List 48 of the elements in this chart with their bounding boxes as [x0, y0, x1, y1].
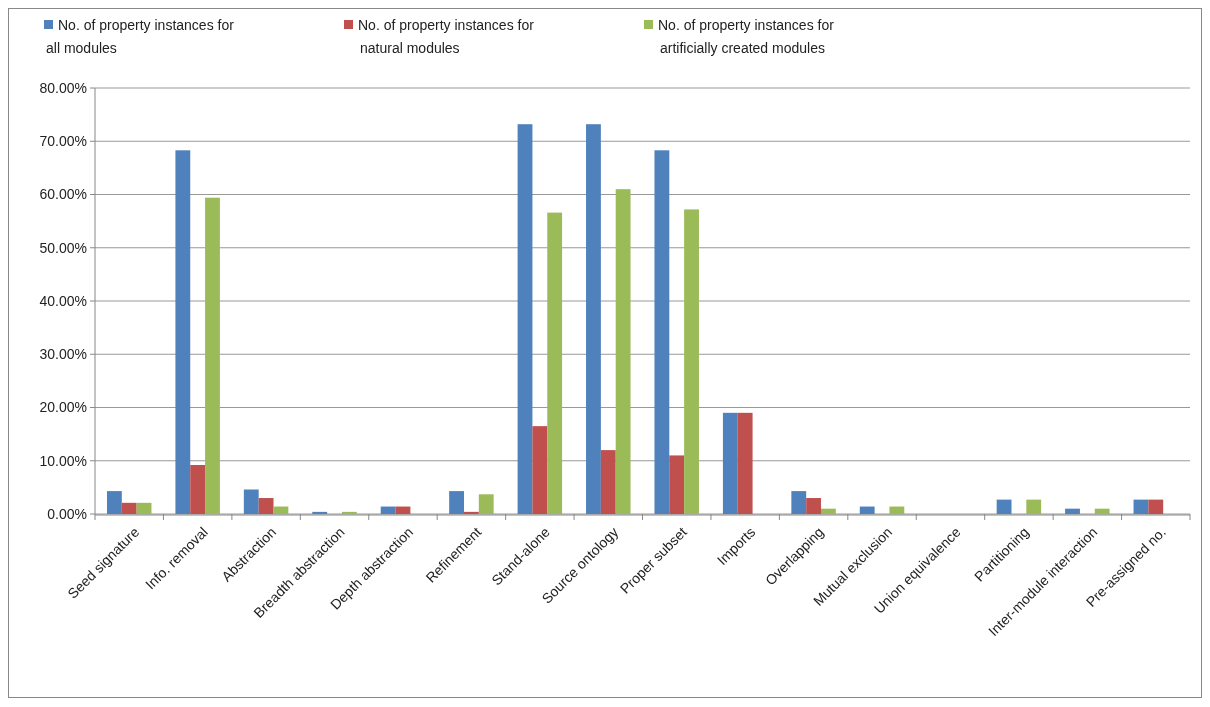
bar: [547, 212, 563, 514]
bar: [791, 491, 807, 514]
bar: [684, 209, 699, 514]
bar: [449, 491, 464, 514]
bar: [478, 494, 494, 514]
bar: [806, 498, 822, 514]
bar: [737, 412, 753, 514]
bar: [243, 489, 259, 514]
y-tick-label: 0.00%: [47, 505, 87, 522]
bar: [669, 455, 685, 514]
bar: [258, 498, 274, 514]
bar: [1133, 499, 1149, 514]
legend-label: No. of property instances for all modules: [46, 17, 235, 56]
bar: [600, 450, 616, 514]
bar: [121, 502, 137, 514]
bar: [106, 491, 122, 514]
bar: [722, 412, 738, 514]
bar: [136, 502, 152, 514]
bar: [1094, 508, 1110, 514]
bar: [380, 506, 396, 514]
bar: [889, 506, 905, 514]
bar: [1148, 499, 1164, 514]
bar: [1026, 499, 1042, 514]
bar: [654, 150, 670, 514]
y-tick-label: 10.00%: [39, 452, 87, 469]
legend-label: No. of property instances for artificially created modules: [658, 17, 835, 56]
y-tick-label: 40.00%: [39, 292, 87, 309]
y-tick-label: 30.00%: [39, 346, 87, 363]
bar: [996, 499, 1012, 514]
bar: [1065, 508, 1080, 514]
bar: [312, 511, 328, 514]
bar: [205, 197, 220, 514]
y-tick-label: 60.00%: [39, 186, 87, 203]
bar: [341, 511, 357, 514]
bar: [175, 150, 191, 514]
bar: [821, 508, 836, 514]
bar: [190, 465, 206, 514]
y-tick-label: 70.00%: [39, 133, 87, 150]
legend-label: No. of property instances for natural modules: [358, 17, 535, 56]
bar: [517, 124, 533, 514]
bar: [532, 426, 548, 514]
bar: [859, 506, 875, 514]
y-tick-label: 20.00%: [39, 399, 87, 416]
y-tick-label: 50.00%: [39, 239, 87, 256]
bar: [615, 189, 631, 514]
bar: [463, 511, 479, 514]
bar: [586, 124, 601, 514]
y-tick-label: 80.00%: [39, 79, 87, 96]
